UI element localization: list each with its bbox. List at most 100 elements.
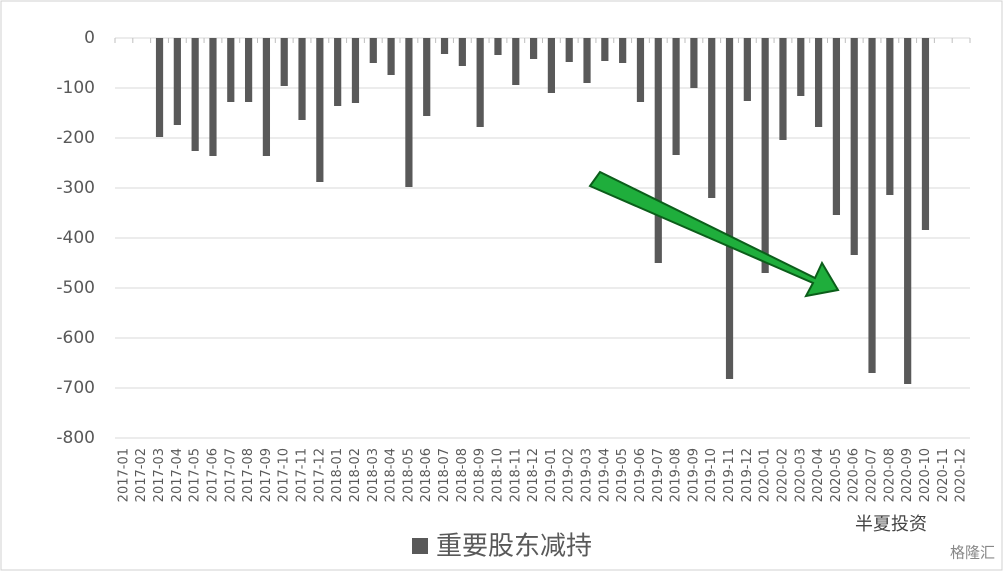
bar (280, 38, 288, 86)
bar (708, 38, 716, 198)
bar (529, 38, 538, 59)
y-tick-label: 0 (84, 28, 95, 48)
bar (690, 38, 698, 88)
bar (423, 38, 431, 116)
x-tick-label: 2020-12 (954, 448, 969, 502)
x-tick-label: 2018-02 (348, 448, 363, 502)
bar (476, 38, 484, 127)
x-tick-label: 2017-11 (295, 448, 310, 502)
legend-swatch (412, 538, 428, 554)
bar (779, 38, 787, 140)
bar (619, 38, 627, 63)
bar (316, 38, 324, 182)
x-tick-label: 2018-12 (526, 448, 541, 502)
x-tick-label: 2019-02 (562, 448, 577, 502)
bar (601, 38, 609, 61)
x-tick-label: 2017-02 (134, 448, 149, 502)
bar (244, 38, 253, 102)
bar (743, 38, 751, 101)
bar (334, 38, 342, 106)
x-tick-label: 2019-10 (704, 448, 719, 502)
bar (387, 38, 395, 75)
watermark: 半夏投资 (855, 514, 927, 535)
bar (583, 38, 591, 83)
x-tick-label: 2019-12 (740, 448, 755, 502)
bar (886, 38, 894, 195)
x-tick-label: 2020-09 (900, 448, 915, 502)
bar (850, 38, 858, 255)
bar (440, 38, 449, 54)
x-tick-label: 2017-08 (241, 448, 256, 502)
x-tick-label: 2019-07 (651, 448, 666, 502)
bar (369, 38, 377, 63)
x-tick-label: 2017-09 (259, 448, 274, 502)
x-tick-label: 2019-04 (597, 448, 612, 502)
x-tick-label: 2020-01 (758, 448, 773, 502)
x-tick-label: 2019-03 (580, 448, 595, 502)
x-tick-label: 2020-05 (829, 448, 844, 502)
y-tick-label: -800 (56, 428, 95, 448)
x-tick-label: 2019-09 (686, 448, 701, 502)
bar (565, 38, 573, 62)
y-tick-label: -600 (56, 328, 95, 348)
x-tick-label: 2019-08 (669, 448, 684, 502)
x-tick-label: 2017-04 (170, 448, 185, 502)
x-tick-label: 2020-11 (936, 448, 951, 502)
x-tick-label: 2017-10 (277, 448, 292, 502)
x-tick-label: 2018-06 (419, 448, 434, 502)
bar (921, 38, 930, 230)
bar (209, 38, 217, 156)
x-tick-label: 2020-06 (847, 448, 862, 502)
x-tick-label: 2020-02 (775, 448, 790, 502)
legend-label: 重要股东减持 (436, 532, 592, 562)
plot-area: 0 -100 -200 -300 -400 -500 -600 -700 -800 2017-01… (56, 28, 971, 562)
bar (654, 38, 662, 263)
y-tick-label: -500 (56, 278, 95, 298)
y-tick-label: -700 (56, 378, 95, 398)
watermark: 格隆汇 (950, 544, 995, 562)
y-tick-label: -200 (56, 128, 95, 148)
x-tick-label: 2019-01 (544, 448, 559, 502)
x-tick-label: 2018-11 (508, 448, 523, 502)
x-tick-label: 2019-06 (633, 448, 648, 502)
x-tick-label: 2017-12 (312, 448, 327, 502)
y-tick-label: -400 (56, 228, 95, 248)
x-tick-label: 2020-10 (918, 448, 933, 502)
bar (672, 38, 680, 155)
x-tick-label: 2018-07 (437, 448, 452, 502)
bar (494, 38, 502, 55)
trend-arrow (588, 170, 840, 298)
x-tick-label: 2020-07 (865, 448, 880, 502)
y-tick-label: -100 (56, 78, 95, 98)
bar (512, 38, 520, 85)
bar (351, 38, 360, 103)
bar (155, 38, 164, 137)
x-tick-label: 2017-07 (223, 448, 238, 502)
x-tick-label: 2018-08 (455, 448, 470, 502)
bar (761, 38, 769, 273)
x-tick-label: 2020-08 (882, 448, 897, 502)
x-tick-label: 2019-05 (615, 448, 630, 502)
bar (832, 38, 841, 215)
bar (405, 38, 413, 187)
bar (173, 38, 181, 125)
x-tick-label: 2020-04 (811, 448, 826, 502)
x-tick-label: 2018-10 (490, 448, 505, 502)
bar (298, 38, 306, 120)
x-tick-label: 2018-03 (366, 448, 381, 502)
bar (725, 38, 734, 379)
x-tick-label: 2018-09 (473, 448, 488, 502)
bar (904, 38, 912, 384)
x-tick-label: 2019-11 (722, 448, 737, 502)
x-tick-label: 2018-01 (330, 448, 345, 502)
y-tick-label: -300 (56, 178, 95, 198)
x-tick-label: 2017-03 (152, 448, 167, 502)
bar (227, 38, 235, 102)
x-tick-label: 2017-01 (116, 448, 131, 502)
x-tick-label: 2017-06 (205, 448, 220, 502)
bar (814, 38, 823, 127)
bar (636, 38, 645, 102)
x-tick-label: 2017-05 (188, 448, 203, 502)
